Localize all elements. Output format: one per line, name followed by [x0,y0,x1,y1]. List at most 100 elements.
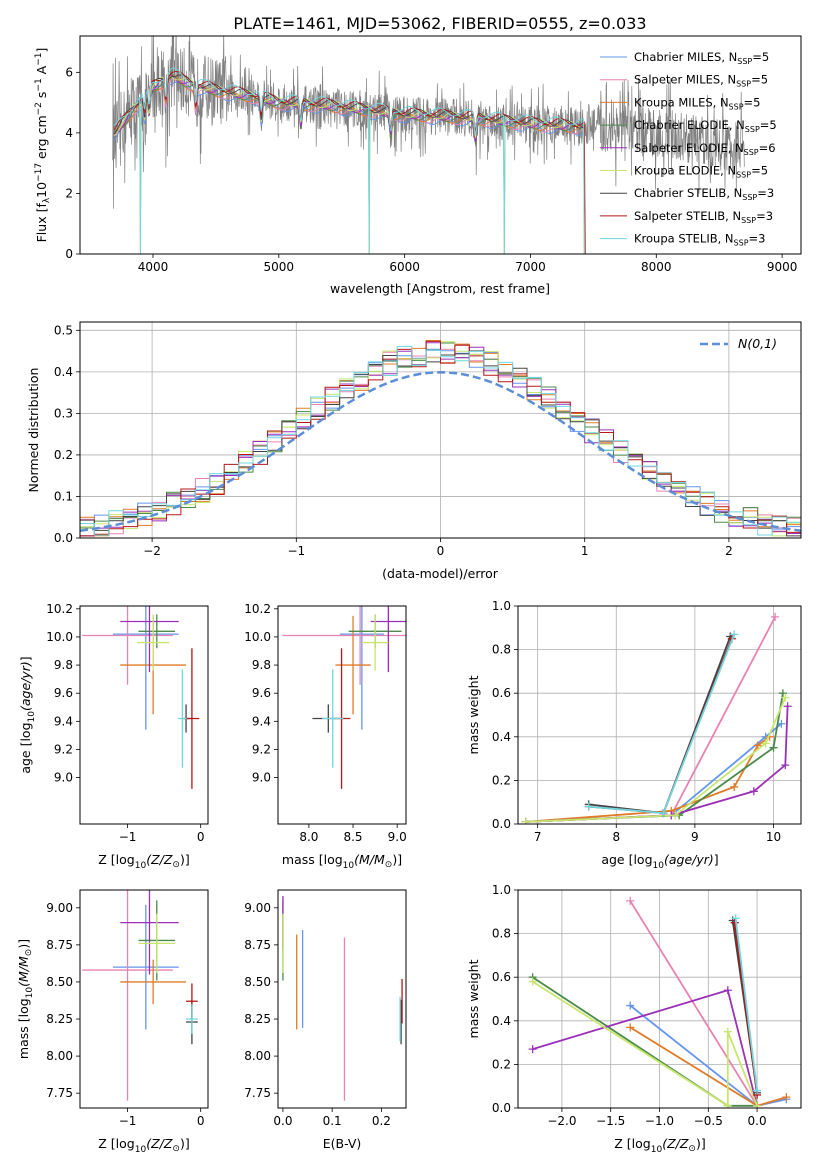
axes-spectrum: 4000 5000 6000 7000 8000 9000 0 2 4 6 Chabrier MIL… [34,35,802,296]
y-tick-label: 10.0 [46,630,73,644]
x-tick-label: 7000 [515,260,546,274]
legend-entry: Salpeter STELIB, NSSP=3 [634,209,773,225]
y-tick-label: 0.2 [492,1057,511,1071]
axes-mass-vs-EBV: 0.0 0.1 0.2 7.75 8.00 8.25 8.50 8.75 9.00 E(B-V) [244,889,407,1151]
legend-entry: Kroupa MILES, NSSP=5 [634,95,760,111]
y-tick-label: 0.8 [492,927,511,941]
x-tick-label: −1 [287,544,305,558]
model-spectrum-kroupa-elodie [113,76,585,254]
x-tick-label: −1.0 [645,1114,674,1128]
axes-age-vs-mass: 8.0 8.5 9.0 9.0 9.2 9.4 9.6 9.8 10.0 10.2 mass [lo… [244,602,407,871]
y-tick-label: 0.0 [492,817,511,831]
x-axis-label: age [log10(age/yr)] [601,852,718,871]
y-tick-label: 4 [65,126,73,140]
x-axis-label: Z [log10(Z/Z⊙)] [98,1136,189,1155]
x-tick-label: −1.5 [596,1114,625,1128]
y-tick-label: 9.4 [54,714,73,728]
weight-series-kroupa-stelib [734,918,758,1091]
y-tick-label: 0.6 [492,686,511,700]
y-axis-label: Flux [fλ10−17 erg cm−2 s−1 A−1] [34,48,52,243]
y-tick-label: 8.00 [244,1049,271,1063]
y-tick-label: 0.6 [492,970,511,984]
y-tick-label: 0.1 [54,489,73,503]
observed-spectrum [112,36,745,209]
weight-point [730,918,739,927]
weight-point [777,719,786,728]
y-tick-label: 0.2 [492,773,511,787]
weight-point [671,811,680,820]
x-tick-label: 0 [437,544,445,558]
normal-reference-curve [80,371,801,532]
y-tick-label: 1.0 [492,599,511,613]
model-spectrum-chabrier-miles [113,81,585,141]
axes-frame [79,605,209,825]
weight-point [753,1086,762,1095]
x-tick-label: 7 [534,830,542,844]
y-tick-label: 9.8 [54,658,73,672]
x-tick-label: 5000 [264,260,295,274]
y-tick-label: 9.2 [252,742,271,756]
y-tick-label: 9.2 [54,742,73,756]
x-tick-label: −2.0 [547,1114,576,1128]
y-tick-label: 0.0 [492,1101,511,1115]
y-tick-label: 9.0 [252,771,271,785]
weight-point [659,809,668,818]
weight-point [528,1045,537,1054]
plot-area-spectrum [112,36,745,254]
x-axis-label: mass [log10(M/M⊙)] [282,852,402,871]
x-tick-label: 0 [197,1114,205,1128]
y-tick-label: 0 [65,247,73,261]
x-tick-label: 6000 [389,260,420,274]
weight-point [584,802,593,811]
axes-frame [79,35,802,255]
weight-point [528,977,537,986]
plot-area-mass-vs-EBV [282,895,403,1101]
axes-frame [517,605,802,825]
axes-age-vs-Z: −1 0 9.0 9.2 9.4 9.6 9.8 10.0 10.2 Z [log10(Z/Z⊙)… [18,602,209,871]
y-tick-label: 8.25 [46,1012,73,1026]
x-tick-label: 4000 [138,260,169,274]
weight-series-salpeter-miles [629,900,758,1107]
y-tick-label: 9.00 [244,901,271,915]
y-tick-label: 9.6 [252,686,271,700]
axes-frame [277,605,407,825]
x-tick-label: 9.0 [388,830,407,844]
y-tick-label: 8.25 [244,1012,271,1026]
weight-series-kroupa-elodie [525,697,787,823]
axes-weight-vs-Z: −2.0 −1.5 −1.0 −0.5 0.0 0.0 0.2 0.4 0.6 0.8 1.0 Z [… [466,883,802,1155]
y-tick-label: 2 [65,186,73,200]
x-tick-label: 0.1 [323,1114,342,1128]
y-tick-label: 8.50 [46,975,73,989]
y-tick-label: 9.8 [252,658,271,672]
weight-point [778,689,787,698]
y-tick-label: 0.8 [492,643,511,657]
plot-area-age-vs-mass [282,606,406,789]
plot-area-mass-vs-Z [82,890,198,1101]
weight-point [731,914,740,923]
spectrum-legend: Chabrier MILES, NSSP=5 Salpeter MILES, NS… [600,50,777,248]
weight-point [771,612,780,621]
x-tick-label: 0.2 [372,1114,391,1128]
x-tick-label: 8 [612,830,620,844]
axes-weight-vs-age: 7 8 9 10 0.0 0.2 0.4 0.6 0.8 1.0 age [log10(age/yr… [466,599,802,871]
model-spectrum-kroupa-stelib [113,67,585,254]
axes-frame [277,889,407,1109]
y-tick-label: 0.0 [54,531,73,545]
model-spectrum-salpeter-stelib [113,70,586,254]
x-tick-label: 0.0 [748,1114,767,1128]
y-tick-label: 0.4 [54,365,73,379]
x-axis-label: wavelength [Angstrom, rest frame] [330,281,550,296]
plot-area-weight-vs-age [521,612,792,824]
axes-frame [79,889,209,1109]
weight-point [521,817,530,824]
y-tick-label: 8.00 [46,1049,73,1063]
y-tick-label: 1.0 [492,883,511,897]
y-tick-label: 0.4 [492,1014,511,1028]
weight-point [730,630,739,639]
y-tick-label: 8.50 [244,975,271,989]
y-tick-label: 10.2 [244,602,271,616]
model-spectrum-chabrier-elodie [113,73,585,145]
y-axis-label: age [log10(age/yr)] [18,656,37,773]
x-tick-label: 0 [197,830,205,844]
